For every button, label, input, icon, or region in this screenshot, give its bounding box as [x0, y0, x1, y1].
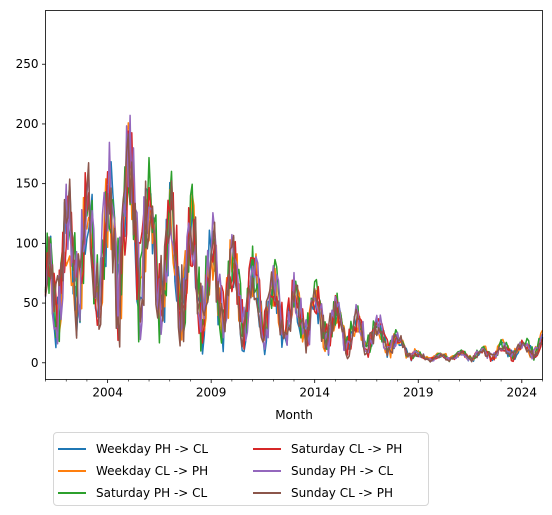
y-tick-label: 0	[31, 356, 39, 370]
legend-swatch	[253, 492, 281, 494]
legend: Weekday PH -> CL Weekday CL -> PH Saturd…	[53, 432, 429, 506]
x-tick-label: 2024	[507, 386, 538, 400]
x-tick-label: 2009	[196, 386, 227, 400]
x-axis-label: Month	[275, 408, 313, 422]
legend-label: Saturday PH -> CL	[96, 486, 208, 500]
legend-label: Sunday PH -> CL	[291, 464, 394, 478]
y-tick-label: 150	[16, 177, 39, 191]
legend-label: Sunday CL -> PH	[291, 486, 394, 500]
legend-swatch	[58, 492, 86, 494]
legend-label: Saturday CL -> PH	[291, 442, 403, 456]
legend-swatch	[58, 470, 86, 472]
x-tick-label: 2014	[299, 386, 330, 400]
legend-label: Weekday PH -> CL	[96, 442, 209, 456]
y-tick-label: 200	[16, 117, 39, 131]
series-layer	[44, 114, 544, 363]
legend-swatch	[58, 448, 86, 450]
legend-entry-sunday-cl-ph: Sunday CL -> PH	[253, 483, 393, 503]
y-tick-label: 250	[16, 57, 39, 71]
legend-entry-saturday-ph-cl: Saturday PH -> CL	[58, 483, 207, 503]
legend-swatch	[253, 448, 281, 450]
y-axis: 0 50 100 150 200 250	[16, 57, 46, 370]
x-tick-label: 2004	[92, 386, 123, 400]
series-line	[44, 114, 544, 362]
legend-swatch	[253, 470, 281, 472]
legend-entry-saturday-cl-ph: Saturday CL -> PH	[253, 439, 402, 459]
x-tick-label: 2019	[403, 386, 434, 400]
y-tick-label: 100	[16, 236, 39, 250]
legend-entry-weekday-cl-ph: Weekday CL -> PH	[58, 461, 208, 481]
legend-entry-weekday-ph-cl: Weekday PH -> CL	[58, 439, 208, 459]
x-axis: 2004 2009 2014 2019 2024	[45, 379, 543, 400]
y-tick-label: 50	[23, 296, 38, 310]
series-line	[44, 133, 543, 363]
legend-entry-sunday-ph-cl: Sunday PH -> CL	[253, 461, 393, 481]
legend-label: Weekday CL -> PH	[96, 464, 209, 478]
